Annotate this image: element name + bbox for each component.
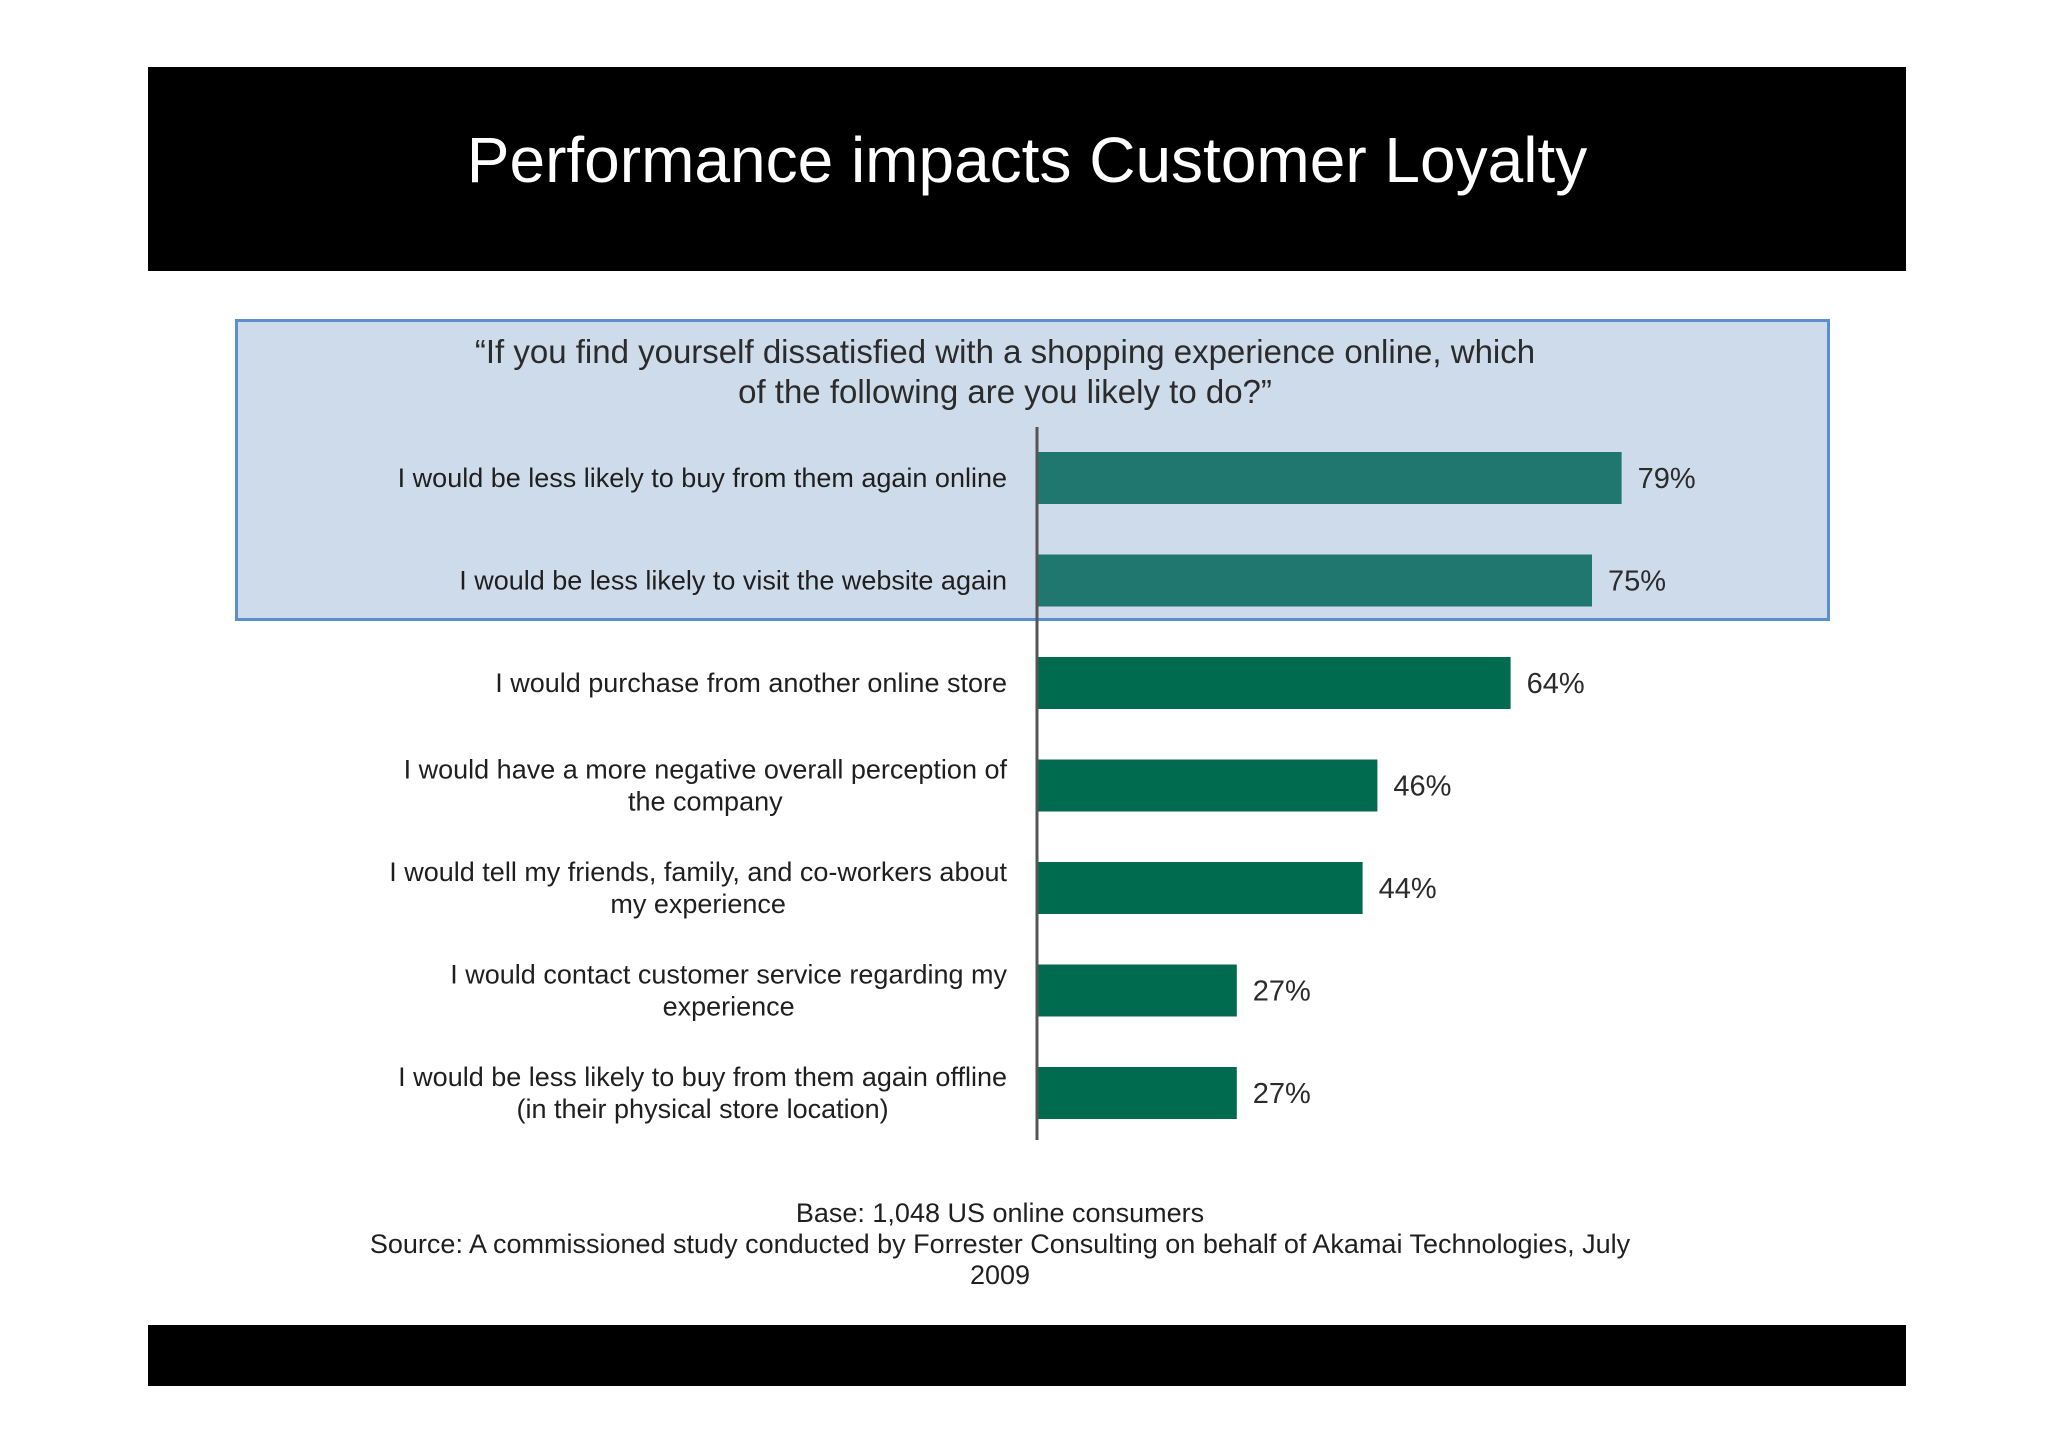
category-label-line: the company — [628, 787, 783, 817]
slide-title: Performance impacts Customer Loyalty — [466, 124, 1588, 196]
slide-header: Performance impacts Customer Loyalty — [148, 67, 1906, 271]
value-label: 64% — [1527, 668, 1585, 700]
bar — [1037, 759, 1378, 812]
source-line: 2009 — [969, 1260, 1031, 1290]
bar — [1037, 1067, 1237, 1119]
source-line: Base: 1,048 US online consumers — [795, 1198, 1205, 1228]
category-label-line: I would be less likely to visit the webs… — [459, 566, 1007, 596]
chart-title-line: of the following are you likely to do?” — [738, 373, 1272, 410]
category-label-line: I would be less likely to buy from them … — [398, 463, 1007, 493]
chart-source-note: Base: 1,048 US online consumers Source: … — [300, 1198, 1700, 1291]
category-label: I would be less likely to buy from them … — [398, 463, 1007, 493]
category-label-line: my experience — [610, 889, 786, 919]
category-label: I would be less likely to buy from them … — [398, 1062, 1007, 1124]
source-line: Source: A commissioned study conducted b… — [369, 1229, 1631, 1259]
category-label: I would purchase from another online sto… — [495, 668, 1007, 698]
category-label-line: (in their physical store location) — [517, 1094, 889, 1124]
category-label-line: experience — [663, 992, 795, 1022]
chart-title-line: “If you find yourself dissatisfied with … — [474, 333, 1536, 370]
category-label-line: I would have a more negative overall per… — [404, 755, 1008, 785]
value-label: 27% — [1253, 1078, 1311, 1110]
bar — [1037, 862, 1363, 914]
category-label: I would have a more negative overall per… — [404, 755, 1008, 817]
value-label: 44% — [1379, 873, 1437, 905]
value-label: 75% — [1608, 566, 1666, 598]
category-label-line: I would tell my friends, family, and co-… — [389, 857, 1007, 887]
bar — [1037, 554, 1592, 607]
bar — [1037, 452, 1622, 504]
bar — [1037, 657, 1511, 709]
category-label-line: I would purchase from another online sto… — [495, 668, 1007, 698]
value-label: 27% — [1253, 976, 1311, 1008]
category-label: I would contact customer service regardi… — [450, 960, 1007, 1022]
chart-title: “If you find yourself dissatisfied with … — [345, 332, 1665, 412]
slide-footer — [148, 1325, 1906, 1386]
category-label-line: I would be less likely to buy from them … — [398, 1062, 1007, 1092]
bar — [1037, 964, 1237, 1017]
category-label: I would tell my friends, family, and co-… — [389, 857, 1007, 919]
value-label: 79% — [1638, 463, 1696, 495]
category-label: I would be less likely to visit the webs… — [459, 566, 1007, 596]
category-label-line: I would contact customer service regardi… — [450, 960, 1007, 990]
value-label: 46% — [1393, 771, 1451, 803]
